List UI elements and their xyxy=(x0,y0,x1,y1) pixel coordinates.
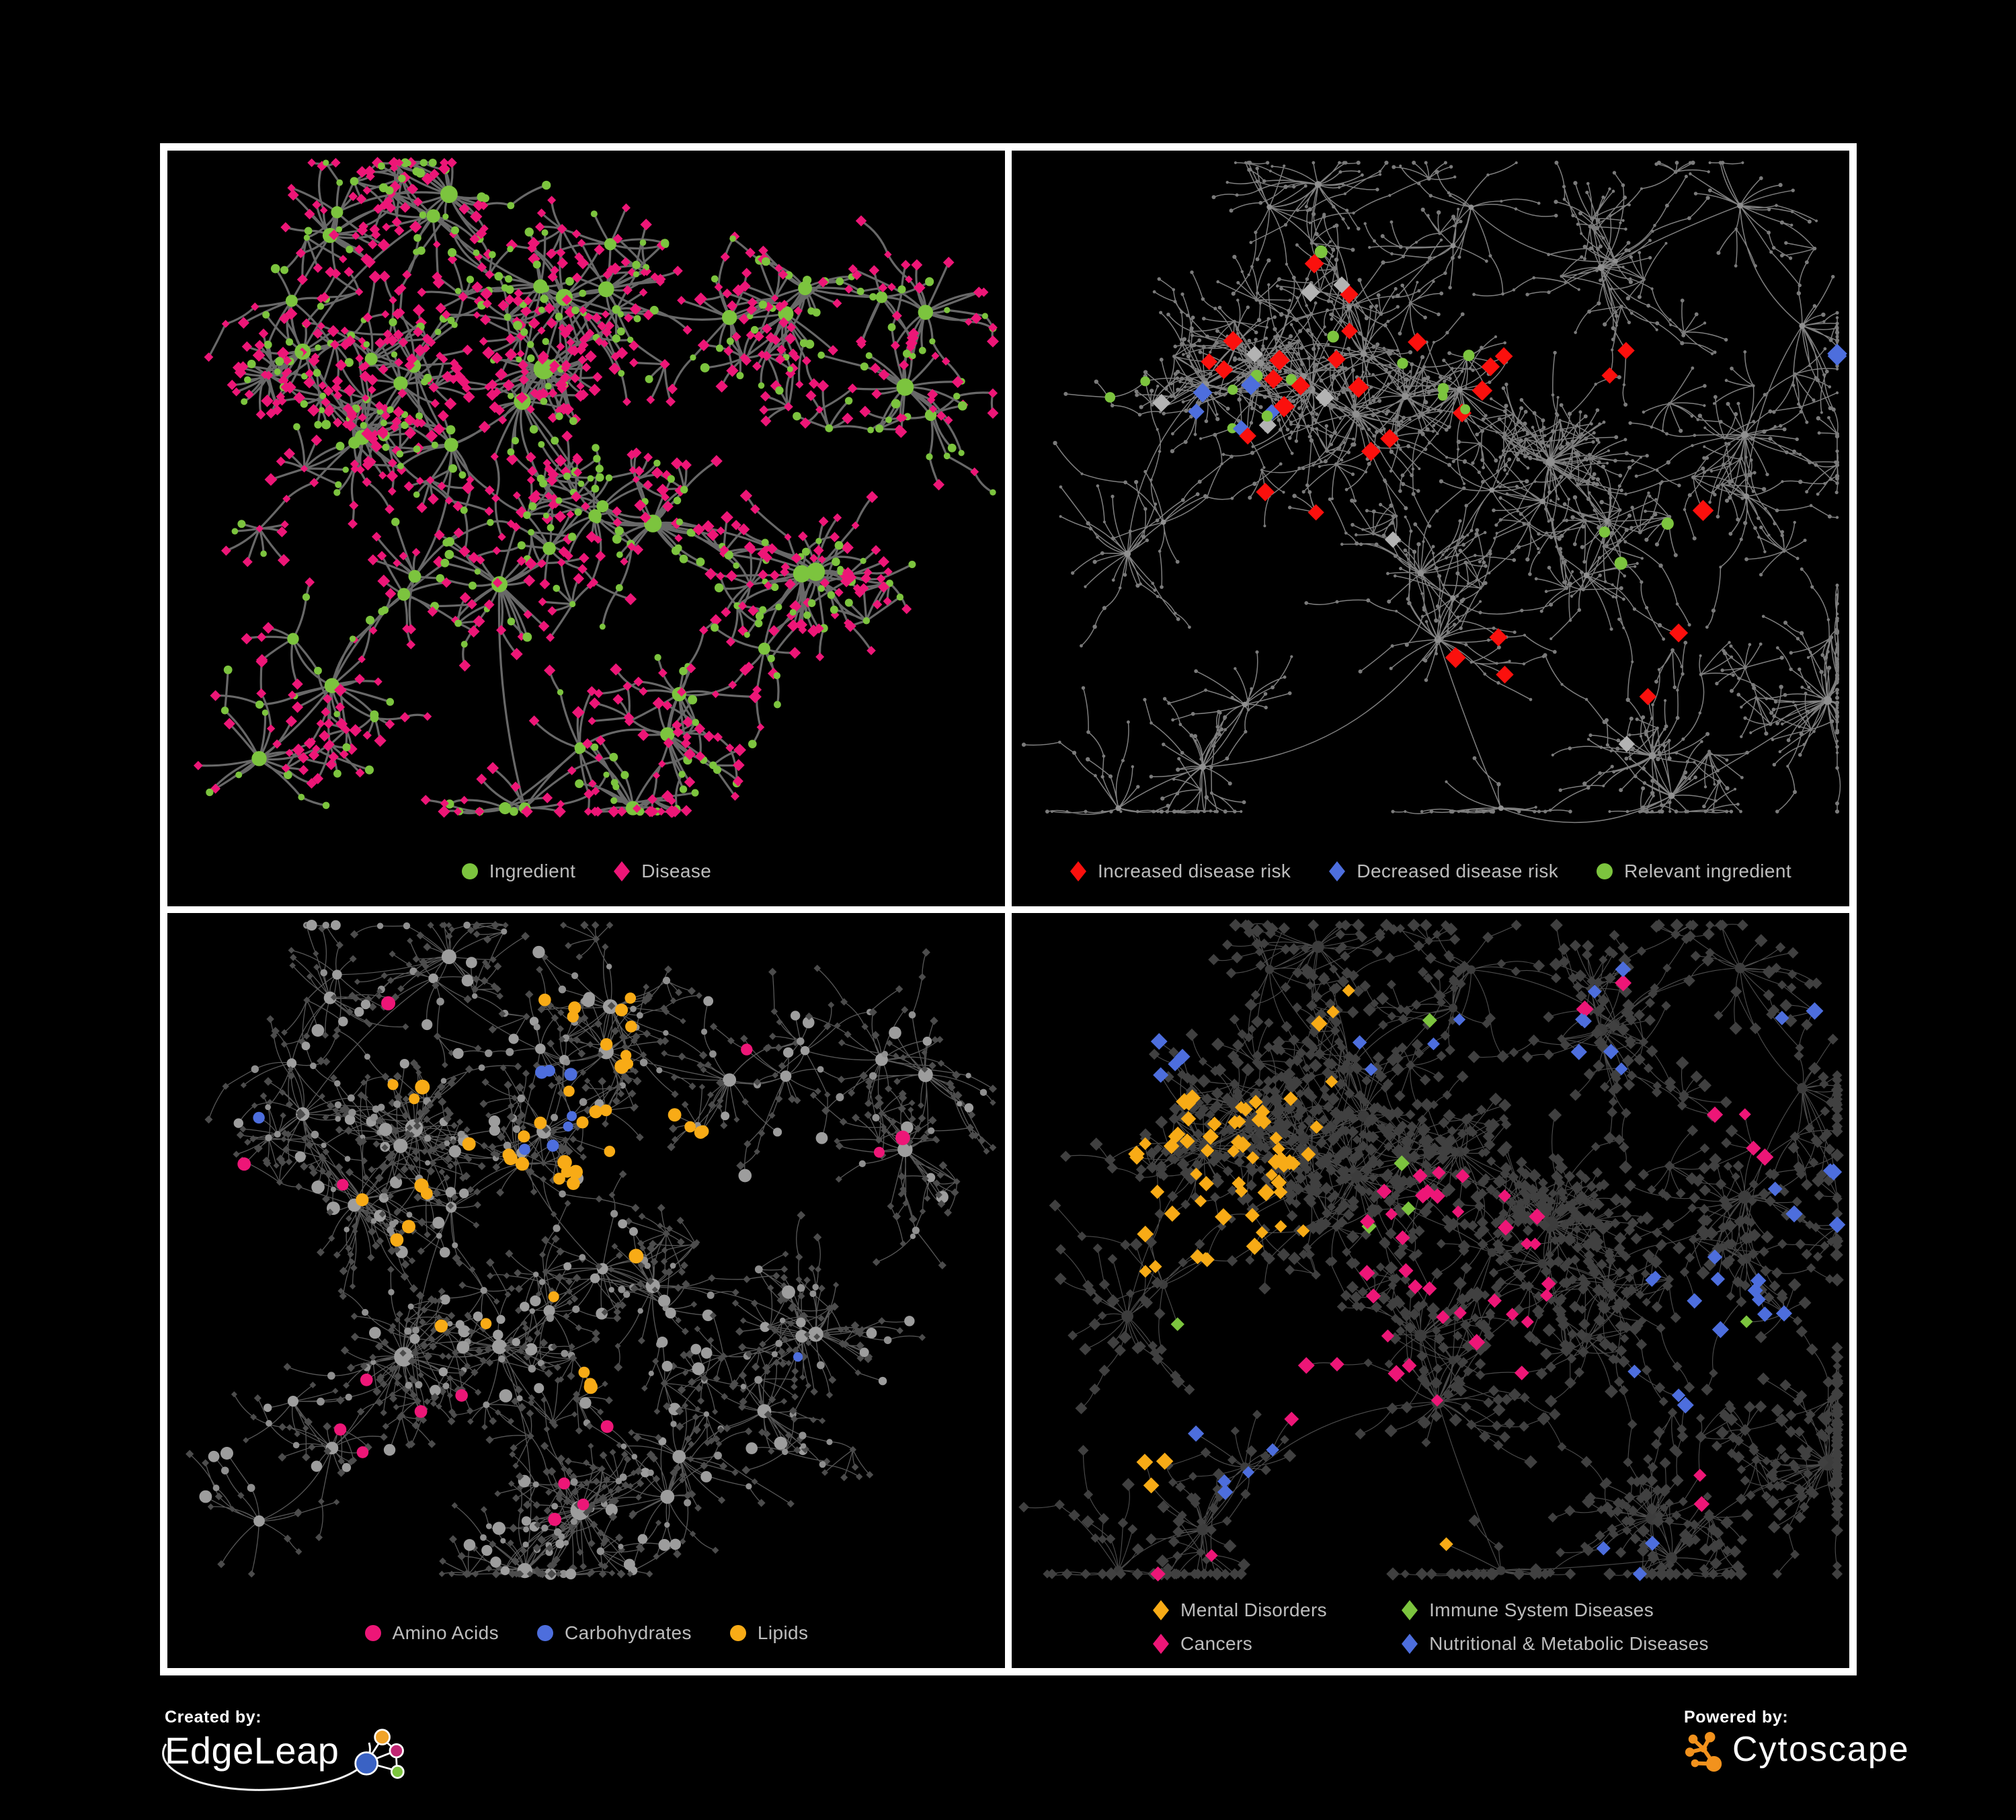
legend-label: Relevant ingredient xyxy=(1624,860,1792,881)
panel-nutrient-classes: Amino Acids Carbohydrates Lipids xyxy=(167,912,1005,1668)
legend-label: Cancers xyxy=(1180,1633,1253,1654)
disease-class-network-graph xyxy=(1018,918,1846,1581)
legend-swatch-diamond-icon xyxy=(614,861,631,881)
legend-label: Amino Acids xyxy=(392,1622,499,1643)
panel-disease-classes: Mental Disorders Immune System Diseases Ca… xyxy=(1012,912,1849,1668)
legend-label: Carbohydrates xyxy=(565,1622,692,1643)
powered-by-credit: Powered by: Cytoscape xyxy=(1684,1708,1910,1776)
legend-swatch-circle-icon xyxy=(364,1625,381,1641)
legend-item: Carbohydrates xyxy=(536,1622,692,1644)
edgeleap-logo-icon xyxy=(354,1729,405,1779)
legend: Increased disease risk Decreased disease … xyxy=(1012,861,1849,882)
legend-swatch-diamond-icon xyxy=(1153,1600,1170,1620)
legend-swatch-diamond-icon xyxy=(1153,1634,1170,1654)
legend-item: Nutritional & Metabolic Diseases xyxy=(1401,1633,1709,1655)
legend-swatch-diamond-icon xyxy=(1402,1600,1418,1620)
legend-swatch-diamond-icon xyxy=(1402,1634,1418,1654)
legend-item: Decreased disease risk xyxy=(1328,861,1558,882)
legend: Mental Disorders Immune System Diseases Ca… xyxy=(1012,1599,1849,1655)
legend-item: Lipids xyxy=(729,1622,809,1644)
legend-label: Mental Disorders xyxy=(1180,1599,1328,1620)
nutrient-class-network-graph xyxy=(186,919,998,1580)
legend-item: Immune System Diseases xyxy=(1401,1599,1709,1621)
legend-item: Ingredient xyxy=(461,861,576,882)
panel-disease-risk: Increased disease risk Decreased disease … xyxy=(1012,151,1849,906)
legend-label: Increased disease risk xyxy=(1097,860,1291,881)
legend-swatch-diamond-icon xyxy=(1329,861,1346,881)
figure-frame: Ingredient Disease Increased disease risk… xyxy=(160,143,1857,1675)
cytoscape-logo-icon xyxy=(1685,1732,1722,1772)
legend-label: Lipids xyxy=(757,1622,809,1643)
legend-label: Disease xyxy=(641,860,712,881)
legend: Ingredient Disease xyxy=(167,861,1005,882)
ingredient-disease-network-graph xyxy=(193,157,999,818)
legend-swatch-diamond-icon xyxy=(1070,861,1086,881)
legend-label: Nutritional & Metabolic Diseases xyxy=(1429,1633,1709,1654)
created-by-credit: Created by: EdgeLeap xyxy=(162,1708,407,1796)
legend-item: Disease xyxy=(613,861,711,882)
legend-item: Mental Disorders xyxy=(1152,1599,1327,1621)
legend-label: Decreased disease risk xyxy=(1357,860,1559,881)
legend-swatch-circle-icon xyxy=(1597,863,1613,879)
legend-label: Ingredient xyxy=(489,860,576,881)
disease-risk-network-graph xyxy=(1021,160,1847,824)
legend-item: Amino Acids xyxy=(364,1622,499,1644)
cytoscape-wordmark: Cytoscape xyxy=(1732,1730,1910,1769)
edgeleap-wordmark: EdgeLeap xyxy=(165,1729,339,1772)
legend: Amino Acids Carbohydrates Lipids xyxy=(167,1622,1005,1644)
panel-ingredient-disease: Ingredient Disease xyxy=(167,151,1005,906)
legend-swatch-circle-icon xyxy=(729,1625,746,1641)
legend-item: Increased disease risk xyxy=(1070,861,1291,882)
created-by-label: Created by: xyxy=(165,1708,262,1727)
legend-item: Relevant ingredient xyxy=(1596,861,1791,882)
legend-item: Cancers xyxy=(1152,1633,1327,1655)
powered-by-label: Powered by: xyxy=(1684,1708,1789,1727)
legend-label: Immune System Diseases xyxy=(1429,1599,1654,1620)
legend-swatch-circle-icon xyxy=(461,863,478,879)
legend-swatch-circle-icon xyxy=(537,1625,554,1641)
